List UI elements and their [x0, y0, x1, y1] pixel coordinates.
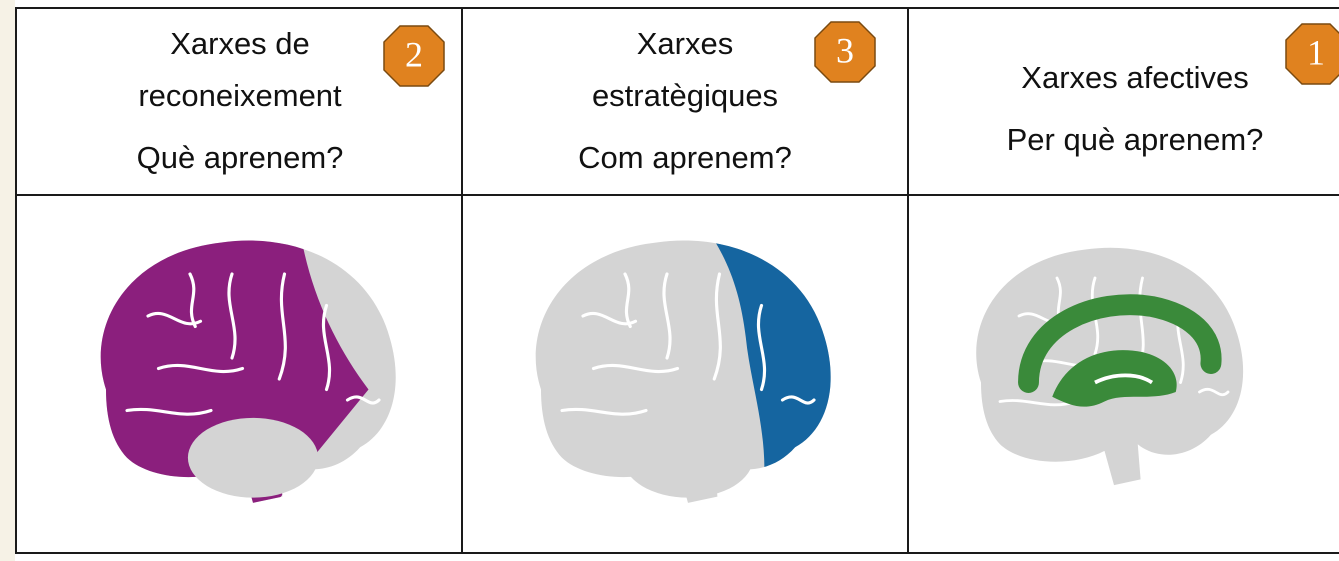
badge-number: 1: [1307, 32, 1325, 72]
column-question: Què aprenem?: [137, 140, 344, 175]
brain-strategic: [535, 240, 831, 503]
brain-affective: [976, 247, 1244, 486]
column-title: Xarxes: [637, 26, 733, 61]
brain-recognition: [100, 240, 396, 503]
badge-number: 3: [836, 30, 854, 70]
table: [15, 7, 1339, 554]
badge: 2: [383, 25, 445, 87]
column-title: reconeixement: [138, 78, 342, 113]
side-strip: [0, 0, 15, 561]
column-question: Com aprenem?: [578, 140, 792, 175]
column-title: Xarxes afectives: [1021, 60, 1248, 95]
badge: 3: [814, 21, 876, 83]
badge: 1: [1285, 23, 1339, 85]
badge-number: 2: [405, 34, 423, 74]
column-title: estratègiques: [592, 78, 778, 113]
column-title: Xarxes de: [170, 26, 310, 61]
column-question: Per què aprenem?: [1007, 122, 1264, 157]
table-border: [15, 7, 1339, 554]
